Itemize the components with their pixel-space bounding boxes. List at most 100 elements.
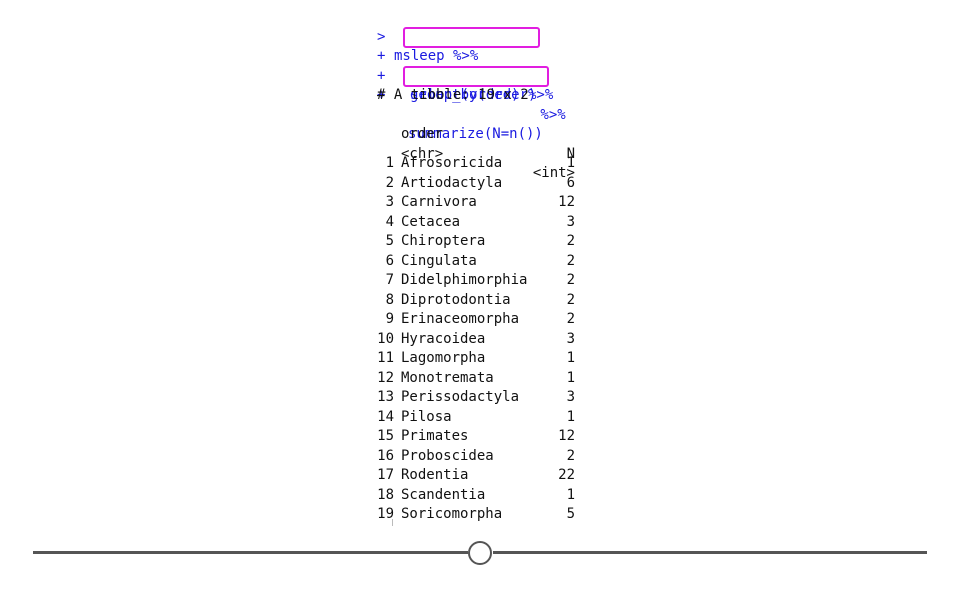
command-line: + summarize(N=n()) xyxy=(372,65,549,142)
row-index: 14 xyxy=(377,408,394,425)
highlight-box xyxy=(403,26,540,48)
row-index: 8 xyxy=(385,291,394,308)
row-order: Monotremata xyxy=(401,369,494,386)
row-count: 2 xyxy=(566,291,575,308)
row-index: 2 xyxy=(385,174,394,191)
command-code: summarize(N=n()) xyxy=(408,126,543,142)
column-type-order: <chr> xyxy=(401,145,444,162)
table-row: 4 Cetacea 3 xyxy=(372,213,590,233)
row-count: 12 xyxy=(558,428,575,444)
row-order: Carnivora xyxy=(401,194,477,210)
row-order: Rodentia xyxy=(401,467,469,483)
highlight-box xyxy=(403,65,549,87)
table-row: 12 Monotremata 1 xyxy=(372,369,590,389)
row-order: Erinaceomorpha xyxy=(401,311,520,327)
row-order: Soricomorpha xyxy=(401,506,503,522)
timeline-scrubber-handle[interactable] xyxy=(468,541,492,565)
command-line: + select(order) %>% xyxy=(372,47,553,104)
table-row: 11 Lagomorpha 1 xyxy=(372,349,590,369)
row-index: 12 xyxy=(377,369,394,386)
row-count: 12 xyxy=(558,194,575,210)
row-order: Didelphimorphia xyxy=(401,272,528,288)
prompt-symbol: + xyxy=(377,48,386,64)
row-order: Proboscidea xyxy=(401,447,494,464)
table-row: 9 Erinaceomorpha 2 xyxy=(372,310,590,330)
column-type-row: <chr> <int> xyxy=(372,125,590,182)
table-row: 13 Perissodactyla 3 xyxy=(372,388,590,408)
row-order: Cingulata xyxy=(401,252,477,269)
table-row: 16 Proboscidea 2 xyxy=(372,447,590,467)
column-name-n: N xyxy=(566,145,575,162)
table-row: 18 Scandentia 1 xyxy=(372,486,590,506)
row-index: 7 xyxy=(385,272,394,288)
row-index: 3 xyxy=(385,194,394,210)
table-row: 6 Cingulata 2 xyxy=(372,252,590,272)
row-count: 5 xyxy=(566,506,575,522)
column-type-n: <int> xyxy=(532,165,575,181)
row-count: 3 xyxy=(566,213,575,230)
table-row: 19 Soricomorpha 5 xyxy=(372,505,590,525)
row-index: 9 xyxy=(385,311,394,327)
row-index: 10 xyxy=(377,330,394,347)
row-index: 15 xyxy=(377,428,394,444)
row-order: Scandentia xyxy=(401,486,486,503)
timeline-track-remaining[interactable] xyxy=(493,551,927,554)
table-row: 1 Afrosoricida 1 xyxy=(372,154,590,174)
row-count: 1 xyxy=(566,408,575,425)
row-count: 1 xyxy=(566,350,575,366)
command-line: > msleep %>% xyxy=(372,8,478,65)
row-count: 3 xyxy=(566,330,575,347)
prompt-symbol: + xyxy=(377,87,386,103)
row-index: 11 xyxy=(377,350,394,366)
row-order: Cetacea xyxy=(401,213,461,230)
table-row: 14 Pilosa 1 xyxy=(372,408,590,428)
row-order: Diprotodontia xyxy=(401,291,511,308)
row-count: 3 xyxy=(566,389,575,405)
row-count: 2 xyxy=(566,447,575,464)
row-index: 19 xyxy=(377,506,394,522)
column-name-order: order xyxy=(401,126,444,142)
command-line: + group_by(order) %>% xyxy=(372,26,566,123)
table-row: 3 Carnivora 12 xyxy=(372,193,590,213)
column-header-row: order N xyxy=(372,106,590,162)
video-timeline[interactable] xyxy=(0,530,960,580)
command-pipe: %>% xyxy=(532,106,566,123)
row-count: 6 xyxy=(566,174,575,191)
command-code: msleep %>% xyxy=(394,48,479,64)
row-order: Chiroptera xyxy=(401,233,486,249)
row-count: 1 xyxy=(566,155,575,171)
table-row: 15 Primates 12 xyxy=(372,427,590,447)
row-order: Perissodactyla xyxy=(401,389,520,405)
table-row: 7 Didelphimorphia 2 xyxy=(372,271,590,291)
row-index: 13 xyxy=(377,389,394,405)
prompt-symbol: > xyxy=(377,28,386,45)
row-count: 1 xyxy=(566,369,575,386)
row-order: Pilosa xyxy=(401,408,452,425)
row-order: Afrosoricida xyxy=(401,155,503,171)
prompt-symbol: + xyxy=(377,67,386,84)
table-row: 5 Chiroptera 2 xyxy=(372,232,590,252)
command-code: select(order) %>% xyxy=(410,87,554,103)
row-count: 22 xyxy=(558,467,575,483)
row-count: 2 xyxy=(566,233,575,249)
row-count: 2 xyxy=(566,311,575,327)
row-order: Primates xyxy=(401,428,469,444)
table-row: 8 Diprotodontia 2 xyxy=(372,291,590,311)
row-count: 2 xyxy=(566,252,575,269)
console-cursor xyxy=(392,519,393,526)
tibble-header: # A tibble: 19 x 2 xyxy=(377,87,529,103)
row-index: 17 xyxy=(377,467,394,483)
table-row: 2 Artiodactyla 6 xyxy=(372,174,590,194)
row-index: 18 xyxy=(377,486,394,503)
timeline-track-played[interactable] xyxy=(33,551,468,554)
row-index: 5 xyxy=(385,233,394,249)
row-index: 1 xyxy=(385,155,394,171)
row-index: 16 xyxy=(377,447,394,464)
row-index: 4 xyxy=(385,213,394,230)
row-order: Artiodactyla xyxy=(401,174,503,191)
row-order: Lagomorpha xyxy=(401,350,486,366)
row-order: Hyracoidea xyxy=(401,330,486,347)
command-code: group_by(order) xyxy=(410,87,537,103)
r-console: > msleep %>% + group_by(order) %>% + sel… xyxy=(372,8,590,526)
table-row: 17 Rodentia 22 xyxy=(372,466,590,486)
